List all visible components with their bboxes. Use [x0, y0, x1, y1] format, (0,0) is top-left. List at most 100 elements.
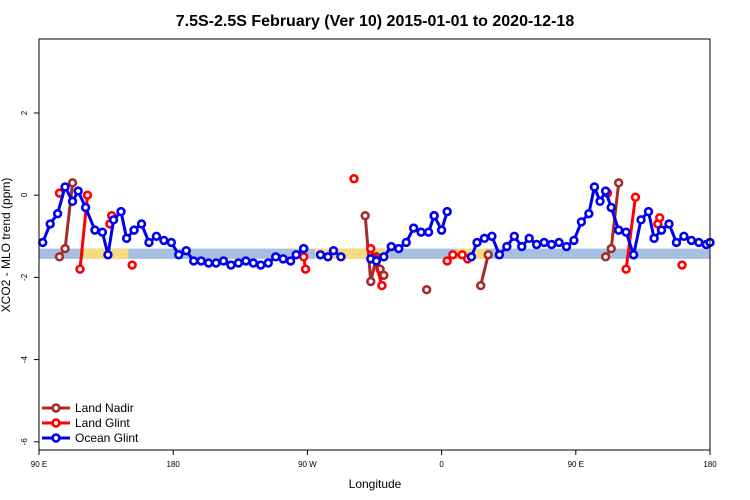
data-point-ocean-glint: [278, 254, 288, 264]
data-point-ocean-glint: [394, 243, 404, 254]
legend-marker: [51, 418, 61, 428]
x-tick-label: 0: [439, 460, 444, 469]
data-point-ocean-glint: [291, 250, 301, 260]
data-point-ocean-glint: [256, 260, 266, 270]
data-point-ocean-glint: [38, 237, 48, 248]
data-point-ocean-glint: [323, 252, 333, 262]
data-point-ocean-glint: [108, 215, 119, 225]
data-point-land-glint: [377, 280, 387, 291]
data-point-ocean-glint: [144, 237, 154, 248]
data-point-land-nadir: [54, 252, 65, 262]
data-point-ocean-glint: [517, 241, 527, 252]
data-point-ocean-glint: [116, 206, 126, 217]
data-point-ocean-glint: [97, 227, 108, 237]
data-point-ocean-glint: [211, 258, 221, 268]
data-point-ocean-glint: [52, 208, 63, 219]
data-point-ocean-glint: [103, 250, 113, 260]
data-point-ocean-glint: [613, 225, 624, 235]
data-point-ocean-glint: [656, 225, 667, 235]
x-axis: 90 E 180 90 W 0 90 E 180: [31, 450, 717, 469]
data-point-ocean-glint: [60, 182, 70, 192]
data-point-land-nadir: [60, 243, 70, 254]
data-point-ocean-glint: [386, 241, 396, 252]
data-point-ocean-glint: [595, 196, 605, 207]
legend-item-land-glint: Land Glint: [42, 416, 130, 430]
y-tick-label: -4: [20, 355, 29, 363]
data-point-ocean-glint: [686, 235, 697, 246]
data-point-land-nadir: [483, 250, 493, 260]
data-point-land-nadir: [67, 178, 78, 188]
y-tick-label: -6: [20, 438, 29, 446]
data-point-ocean-glint: [203, 258, 214, 268]
data-point-ocean-glint: [524, 233, 534, 244]
legend-marker: [51, 433, 61, 443]
data-point-ocean-glint: [531, 239, 542, 250]
data-point-ocean-glint: [129, 225, 139, 235]
data-point-land-glint: [654, 213, 665, 223]
data-point-ocean-glint: [569, 235, 579, 246]
data-point-ocean-glint: [621, 227, 631, 237]
data-point-ocean-glint: [67, 196, 78, 207]
data-point-ocean-glint: [271, 252, 281, 262]
data-point-ocean-glint: [159, 235, 169, 246]
y-tick-label: -2: [20, 273, 29, 281]
data-point-ocean-glint: [45, 219, 55, 229]
plot-frame: [38, 38, 711, 451]
data-point-ocean-glint: [136, 219, 147, 229]
data-point-ocean-glint: [328, 245, 339, 256]
data-point-land-nadir: [379, 270, 389, 281]
chart-title: 7.5S-2.5S February (Ver 10) 2015-01-01 t…: [176, 13, 575, 30]
series-land-nadir: [54, 178, 624, 295]
data-point-ocean-glint: [589, 182, 600, 192]
data-point-land-glint: [75, 264, 85, 274]
data-point-ocean-glint: [442, 206, 452, 217]
y-axis-label: XCO2 - MLO trend (ppm): [0, 178, 13, 313]
data-point-ocean-glint: [226, 260, 236, 270]
y-axis: 2 0 -2 -4 -6: [20, 110, 39, 445]
data-point-ocean-glint: [502, 241, 512, 252]
data-point-land-glint: [442, 256, 452, 266]
data-point-ocean-glint: [429, 211, 439, 221]
legend-label: Land Nadir: [75, 401, 134, 415]
data-point-ocean-glint: [423, 227, 434, 237]
data-point-ocean-glint: [315, 250, 326, 260]
data-point-ocean-glint: [664, 219, 674, 229]
data-point-land-nadir: [613, 178, 624, 188]
data-point-ocean-glint: [241, 256, 251, 266]
series-line-land-nadir: [479, 254, 490, 286]
data-point-ocean-glint: [416, 227, 426, 237]
data-point-land-nadir: [360, 211, 370, 221]
data-point-ocean-glint: [606, 202, 616, 213]
data-point-land-nadir: [421, 285, 432, 295]
data-point-ocean-glint: [554, 237, 564, 248]
data-point-ocean-glint: [636, 215, 646, 225]
data-point-ocean-glint: [73, 186, 83, 196]
legend-item-land-nadir: Land Nadir: [42, 401, 134, 415]
data-point-ocean-glint: [649, 233, 659, 244]
data-point-ocean-glint: [671, 237, 682, 248]
legend-item-ocean-glint: Ocean Glint: [42, 431, 139, 445]
data-point-ocean-glint: [408, 223, 419, 233]
data-point-ocean-glint: [539, 237, 549, 248]
data-point-ocean-glint: [218, 256, 229, 266]
x-tick-label: 90 E: [31, 460, 47, 469]
x-tick-label: 90 E: [568, 460, 584, 469]
data-point-ocean-glint: [174, 250, 184, 260]
data-point-land-nadir: [606, 243, 616, 254]
data-point-ocean-glint: [248, 258, 259, 268]
series-layer: [38, 174, 715, 295]
land-band-segment: [314, 248, 390, 259]
data-point-ocean-glint: [263, 258, 273, 268]
data-point-ocean-glint: [401, 237, 411, 248]
data-point-ocean-glint: [121, 233, 132, 244]
data-point-ocean-glint: [285, 256, 296, 266]
data-point-ocean-glint: [336, 252, 346, 262]
y-tick-label: 0: [20, 192, 29, 197]
data-point-ocean-glint: [151, 231, 162, 241]
data-point-land-nadir: [366, 276, 376, 287]
data-point-land-glint: [621, 264, 631, 274]
data-point-ocean-glint: [466, 252, 477, 262]
x-tick-label: 90 W: [298, 460, 317, 469]
data-point-land-glint: [82, 190, 93, 200]
